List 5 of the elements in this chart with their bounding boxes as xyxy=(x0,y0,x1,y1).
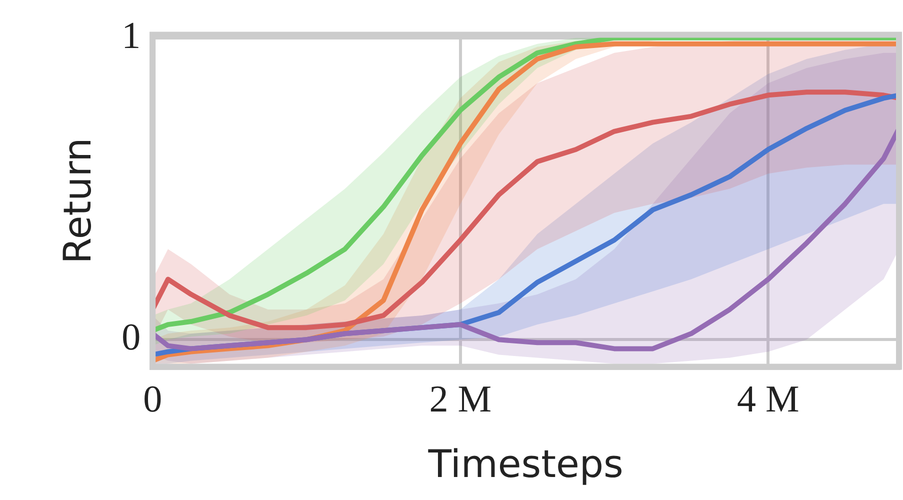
y-axis-title: Return xyxy=(56,138,100,264)
y-tick-label: 1 xyxy=(122,14,141,57)
x-axis-title: Timesteps xyxy=(427,442,624,486)
x-tick-label: 4 M xyxy=(737,378,800,421)
x-tick-label: 2 M xyxy=(429,378,492,421)
